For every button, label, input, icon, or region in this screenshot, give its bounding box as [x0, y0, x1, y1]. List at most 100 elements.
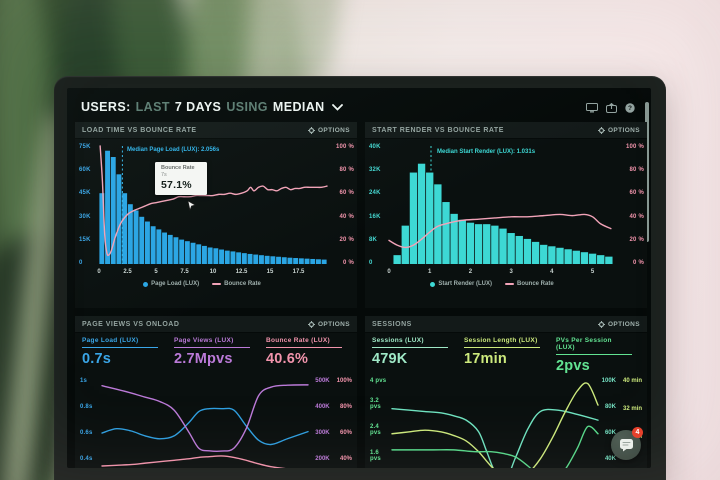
axis-tick: 7.5	[180, 269, 189, 275]
options-button-load-time[interactable]: OPTIONS	[307, 126, 350, 134]
median-annotation: Median Page Load (LUX): 2.056s	[127, 147, 220, 153]
legend-line-icon	[504, 283, 514, 285]
axis-tick: 1s	[80, 378, 88, 384]
axis-tick: 60%	[339, 430, 352, 436]
y-axis-left: 1s 0.8s 0.6s 0.4s	[80, 378, 100, 462]
options-button-sessions[interactable]: OPTIONS	[597, 320, 640, 328]
metric-page-views: Page Views (LUX) 2.7Mpvs	[174, 337, 258, 367]
days-label: 7 DAYS	[174, 100, 222, 114]
laptop: USERS: LAST 7 DAYS USING MEDIAN ?	[54, 76, 666, 480]
metric-row: Sessions (LUX) 479K Session Length (LUX)…	[372, 337, 640, 374]
axis-tick: 40 min	[622, 378, 642, 384]
axis-tick: 2	[468, 269, 473, 275]
axis-tick: 4	[550, 269, 554, 275]
axis-tick: 8K	[369, 236, 378, 243]
metric-sessions: Sessions (LUX) 479K	[372, 337, 456, 374]
axis-tick: 24K	[369, 190, 381, 197]
axis-tick: 0	[369, 259, 373, 266]
axis-tick: 5	[590, 269, 595, 275]
y-axis-right: 500K 400K 300K 200K 100% 80% 60% 40%	[315, 378, 352, 462]
chart-canvas-page-views	[101, 384, 309, 468]
axis-tick: 60K	[604, 430, 616, 436]
axis-tick: 15	[266, 269, 274, 275]
axis-tick: 40K	[604, 456, 616, 462]
options-button-start-render[interactable]: OPTIONS	[597, 126, 640, 134]
dashboard-screen: USERS: LAST 7 DAYS USING MEDIAN ?	[67, 88, 651, 468]
share-icon[interactable]	[606, 100, 617, 118]
axis-tick: 45K	[79, 190, 91, 197]
chevron-down-icon	[331, 103, 343, 111]
axis-tick: 2.5	[123, 269, 132, 275]
axis-tick: 0	[387, 269, 391, 275]
metric-pvs-per-session: PVs Per Session (LUX) 2pvs	[556, 337, 640, 374]
axis-tick: 17.5	[292, 269, 305, 275]
panel-load-time: LOAD TIME VS BOUNCE RATE OPTIONS 75K 60K 4…	[75, 122, 357, 308]
legend-dot-icon	[430, 281, 436, 287]
axis-tick: 100 %	[335, 144, 354, 150]
legend-line-icon	[212, 283, 222, 285]
axis-tick: 20 %	[339, 236, 354, 243]
metric-bounce-rate: Bounce Rate (LUX) 40.6%	[266, 337, 350, 367]
chat-bubble-icon	[619, 439, 633, 452]
chart-canvas-sessions	[391, 382, 599, 468]
axis-tick: 80%	[339, 404, 352, 410]
axis-tick: 80 %	[629, 167, 644, 174]
panel-title: SESSIONS	[372, 320, 412, 328]
axis-tick: 2.4 pvs	[370, 424, 381, 436]
panel-title: LOAD TIME VS BOUNCE RATE	[82, 126, 197, 134]
axis-tick: 200K	[315, 456, 330, 462]
help-icon[interactable]: ?	[625, 100, 635, 118]
axis-tick: 40 %	[339, 213, 354, 220]
chat-button[interactable]: 4	[611, 427, 643, 460]
users-range-dropdown[interactable]: USERS: LAST 7 DAYS USING MEDIAN	[81, 96, 343, 118]
axis-tick: 30K	[79, 213, 91, 220]
axis-tick: 5	[154, 269, 158, 275]
notification-badge: 4	[632, 427, 643, 438]
metric-row: Page Load (LUX) 0.7s Page Views (LUX) 2.…	[82, 337, 350, 367]
chart-canvas-start-render	[388, 146, 613, 265]
gear-icon	[307, 126, 315, 134]
x-axis: 0 1 2 3 4 5	[387, 269, 617, 278]
axis-tick: 1.6 pvs	[370, 450, 381, 462]
svg-text:?: ?	[628, 105, 632, 112]
panel-title: PAGE VIEWS VS ONLOAD	[82, 320, 180, 328]
y-axis-right: 100 % 80 % 60 % 40 % 20 % 0 %	[328, 144, 354, 266]
axis-tick: 100%	[336, 378, 352, 384]
panel-start-render: START RENDER VS BOUNCE RATE OPTIONS 40K 3…	[365, 122, 647, 308]
axis-tick: 10	[209, 269, 217, 275]
users-label: USERS:	[81, 100, 131, 114]
y-axis-left: 75K 60K 45K 30K 15K 0	[79, 144, 97, 266]
axis-tick: 40 %	[629, 213, 644, 220]
axis-tick: 0	[97, 269, 101, 275]
chart-canvas-load-time	[99, 145, 328, 264]
y-axis-left: 40K 32K 24K 16K 8K 0	[369, 144, 387, 266]
axis-tick: 60 %	[339, 190, 354, 197]
scrollbar[interactable]	[645, 102, 649, 242]
gear-icon	[597, 320, 605, 328]
last-label: LAST	[135, 100, 170, 114]
axis-tick: 0 %	[343, 259, 354, 266]
axis-tick: 500K	[315, 378, 330, 384]
median-label: MEDIAN	[272, 100, 325, 114]
display-icon[interactable]	[586, 100, 598, 118]
axis-tick: 16K	[369, 213, 381, 220]
median-annotation: Median Start Render (LUX): 1.031s	[437, 149, 536, 155]
axis-tick: 80 %	[339, 167, 354, 174]
axis-tick: 0.6s	[80, 430, 93, 436]
options-button-page-views[interactable]: OPTIONS	[307, 320, 350, 328]
axis-tick: 40K	[369, 144, 381, 150]
metric-page-load: Page Load (LUX) 0.7s	[82, 337, 166, 367]
axis-tick: 300K	[315, 430, 330, 436]
panel-title: START RENDER VS BOUNCE RATE	[372, 126, 504, 134]
axis-tick: 3	[509, 269, 513, 275]
axis-tick: 60K	[79, 167, 91, 174]
axis-tick: 40%	[339, 456, 352, 462]
gear-icon	[307, 320, 315, 328]
axis-tick: 75K	[79, 144, 91, 150]
axis-tick: 60 %	[629, 190, 644, 197]
axis-tick: 100K	[601, 378, 616, 384]
axis-tick: 0	[79, 259, 83, 266]
axis-tick: 15K	[79, 236, 91, 243]
axis-tick: 4 pvs	[370, 378, 387, 384]
axis-tick: 100 %	[625, 144, 644, 150]
